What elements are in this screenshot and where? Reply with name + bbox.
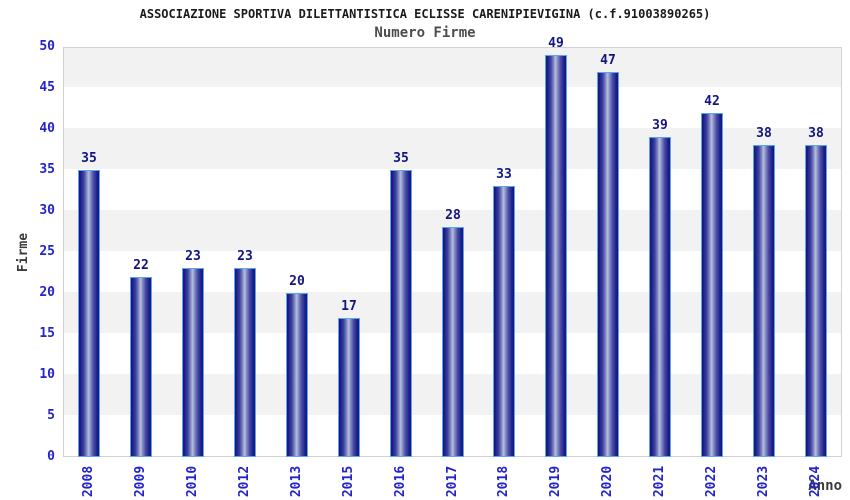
x-axis-tick-label: 2024	[808, 465, 824, 497]
y-axis-tick-label: 45	[39, 80, 55, 95]
y-axis-tick-label: 30	[39, 203, 55, 218]
bar-value-label: 23	[237, 249, 253, 264]
x-axis-tick-label: 2015	[341, 465, 357, 497]
bar	[286, 293, 308, 457]
x-axis-title: Anno	[808, 478, 842, 494]
x-axis-tick-label: 2023	[756, 465, 772, 497]
bar-value-label: 47	[600, 53, 616, 68]
y-axis-tick-label: 35	[39, 162, 55, 177]
bar	[701, 113, 723, 457]
x-axis-tick-label: 2009	[133, 465, 149, 497]
bar	[649, 137, 671, 457]
y-axis-tick-label: 15	[39, 326, 55, 341]
y-axis-tick-label: 40	[39, 121, 55, 136]
bar	[442, 227, 464, 457]
y-axis-tick-label: 5	[47, 408, 55, 423]
x-axis-tick-label: 2016	[393, 465, 409, 497]
x-axis-tick-label: 2019	[548, 465, 564, 497]
bar	[805, 145, 827, 457]
x-axis-tick-label: 2013	[289, 465, 305, 497]
bar-value-label: 38	[756, 126, 772, 141]
bar	[545, 55, 567, 457]
x-axis-tick-label: 2018	[496, 465, 512, 497]
bar-value-label: 49	[548, 36, 564, 51]
bar	[338, 318, 360, 457]
x-axis-tick-label: 2010	[185, 465, 201, 497]
bar-value-label: 42	[704, 94, 720, 109]
bar-value-label: 22	[133, 258, 149, 273]
chart-title: ASSOCIAZIONE SPORTIVA DILETTANTISTICA EC…	[139, 7, 711, 21]
bar	[597, 72, 619, 457]
y-axis-tick-label: 50	[39, 39, 55, 54]
bar	[390, 170, 412, 457]
x-axis-tick-label: 2020	[600, 465, 616, 497]
bar	[493, 186, 515, 457]
bar-value-label: 35	[81, 151, 97, 166]
bar-value-label: 35	[393, 151, 409, 166]
x-axis-tick-label: 2017	[445, 465, 461, 497]
bar-value-label: 39	[652, 118, 668, 133]
bar	[753, 145, 775, 457]
bar-value-label: 17	[341, 299, 357, 314]
y-axis-tick-label: 10	[39, 367, 55, 382]
bar-value-label: 33	[496, 167, 512, 182]
bar-value-label: 38	[808, 126, 824, 141]
bar-value-label: 28	[445, 208, 461, 223]
x-axis-tick-label: 2022	[704, 465, 720, 497]
bar	[78, 170, 100, 457]
chart-subtitle: Numero Firme	[374, 25, 476, 41]
bar	[234, 268, 256, 457]
y-axis-tick-label: 0	[47, 449, 55, 464]
x-axis-tick-label: 2012	[237, 465, 253, 497]
bar	[130, 277, 152, 457]
bar-value-label: 20	[289, 274, 305, 289]
x-axis-tick-label: 2008	[81, 465, 97, 497]
y-axis-tick-label: 20	[39, 285, 55, 300]
y-axis-tick-label: 25	[39, 244, 55, 259]
x-axis-tick-label: 2021	[652, 465, 668, 497]
bar-value-label: 23	[185, 249, 201, 264]
bar	[182, 268, 204, 457]
